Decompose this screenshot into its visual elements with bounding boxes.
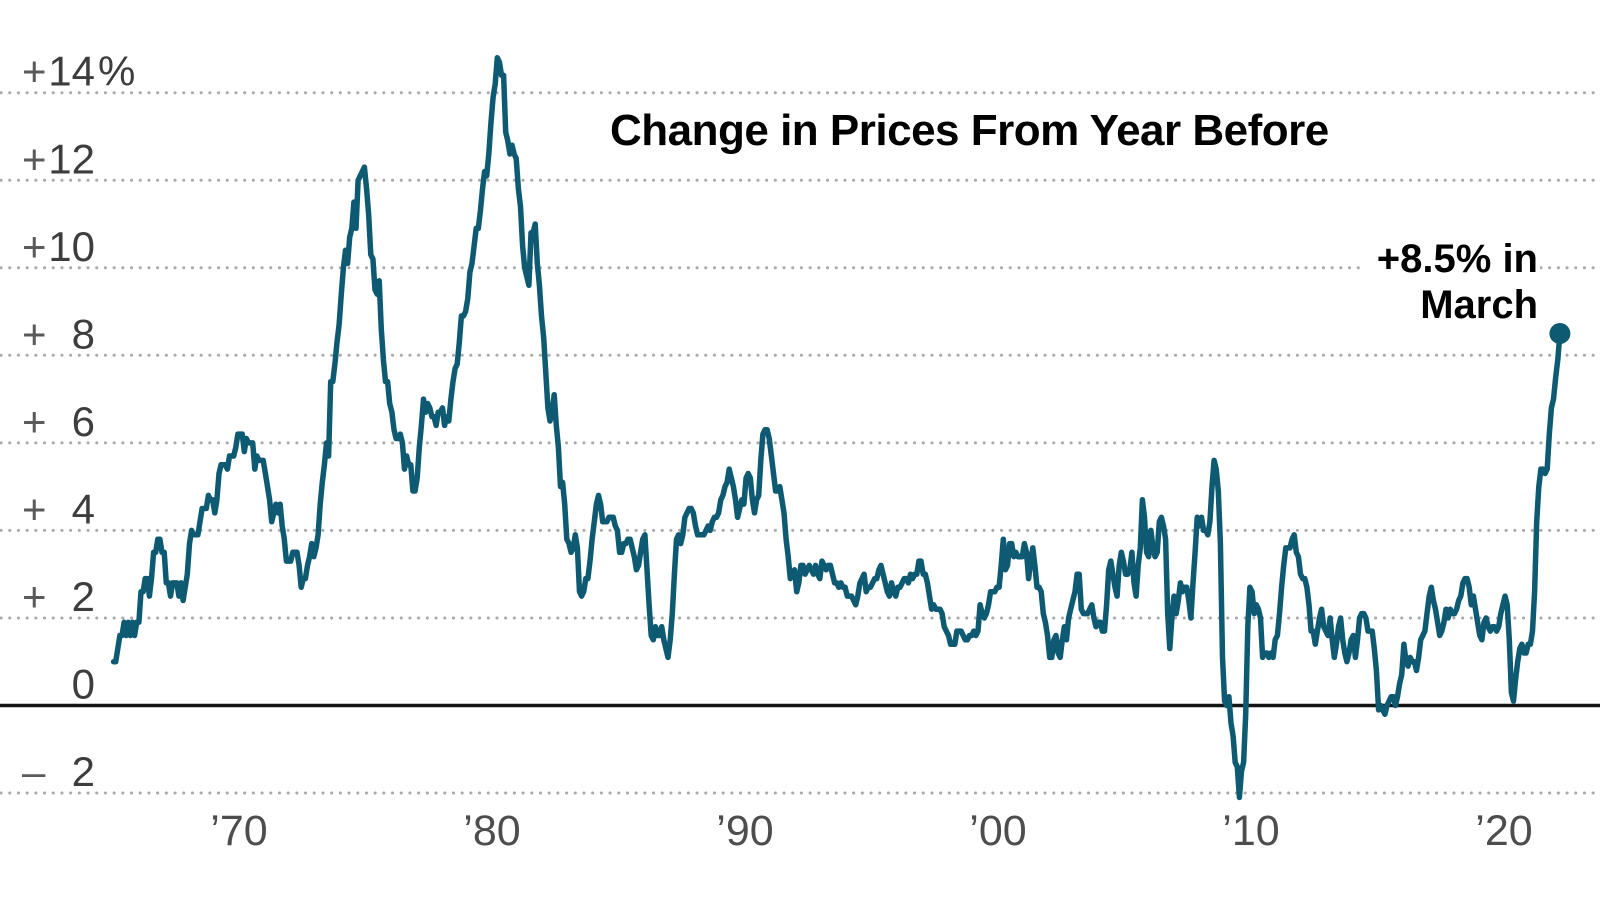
- x-axis-label: ’80: [463, 807, 520, 855]
- x-axis-label: ’90: [716, 807, 773, 855]
- latest-point-dot: [1549, 323, 1571, 344]
- price-change-line: [110, 54, 1563, 801]
- annotation-latest-value: +8.5% in March: [1364, 232, 1540, 330]
- y-axis-label: 0: [72, 661, 95, 708]
- y-axis-label: +10: [22, 223, 95, 270]
- annotation-line-2: March: [1420, 283, 1538, 327]
- y-axis-label: +6: [22, 398, 95, 445]
- x-axis-label: ’10: [1222, 807, 1279, 855]
- y-axis-label: +4: [22, 485, 95, 532]
- y-axis-label: –2: [22, 748, 95, 795]
- annotation-line-1: +8.5% in: [1376, 237, 1538, 281]
- x-axis-label: ’00: [969, 807, 1026, 855]
- y-axis-label: +2: [22, 573, 95, 620]
- y-axis-label: +12: [22, 135, 95, 182]
- y-axis-label: +8: [22, 310, 95, 357]
- x-axis-label: ’20: [1475, 807, 1532, 855]
- chart-title: Change in Prices From Year Before: [610, 106, 1329, 155]
- y-axis-label: +14%: [22, 48, 135, 95]
- x-axis-label: ’70: [210, 807, 267, 855]
